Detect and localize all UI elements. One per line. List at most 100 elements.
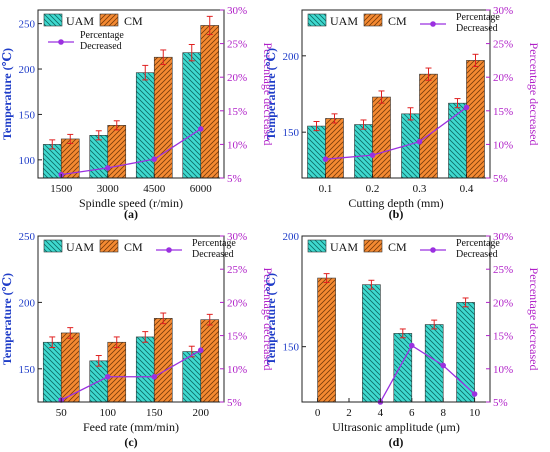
percent-point bbox=[408, 342, 415, 349]
y-axis-label: Temperature (℃) bbox=[0, 48, 14, 140]
x-axis-label: Spindle speed (r/min) bbox=[79, 196, 183, 210]
x-tick-label: 8 bbox=[440, 407, 446, 419]
y2-tick-label: 20% bbox=[493, 297, 513, 309]
panel-label: (b) bbox=[389, 207, 404, 221]
error-bar bbox=[142, 331, 149, 343]
legend-swatch-cm bbox=[363, 239, 383, 253]
cm-bar bbox=[325, 118, 344, 179]
y2-tick-label: 20% bbox=[493, 72, 513, 84]
error-bar bbox=[142, 64, 149, 81]
error-bar bbox=[368, 279, 375, 290]
legend-label-percent-2: Decreased bbox=[80, 41, 122, 52]
x-tick-label: 2 bbox=[346, 407, 352, 419]
y2-tick-label: 30% bbox=[493, 231, 513, 243]
cm-bar bbox=[419, 73, 438, 179]
error-bar bbox=[431, 319, 438, 330]
error-bar bbox=[407, 107, 414, 121]
x-axis-label: Ultrasonic amplitude (μm) bbox=[332, 420, 460, 434]
y-tick-label: 150 bbox=[283, 342, 300, 354]
legend-label-uam: UAM bbox=[66, 14, 94, 28]
uam-bar bbox=[135, 336, 155, 403]
legend-swatch-uam bbox=[43, 13, 63, 27]
x-tick-label: 0.4 bbox=[460, 183, 474, 195]
panel-label: (a) bbox=[124, 207, 138, 221]
y-tick-label: 200 bbox=[19, 64, 36, 76]
error-bar bbox=[323, 273, 330, 283]
y2-tick-label: 30% bbox=[227, 231, 247, 243]
legend-marker-percent bbox=[58, 39, 64, 45]
error-bar bbox=[399, 328, 406, 339]
legend-marker-percent bbox=[430, 21, 436, 27]
y2-tick-label: 25% bbox=[227, 264, 247, 276]
x-tick-label: 6000 bbox=[190, 183, 213, 195]
error-bar bbox=[188, 44, 195, 62]
legend-swatch-cm bbox=[99, 239, 119, 253]
y-axis-label: Temperature (℃) bbox=[264, 48, 278, 140]
x-axis-label: Cutting depth (mm) bbox=[348, 196, 443, 210]
error-bar bbox=[378, 90, 385, 104]
y2-tick-label: 25% bbox=[493, 264, 513, 276]
y2-tick-label: 25% bbox=[227, 39, 247, 51]
plot-frame bbox=[301, 235, 491, 403]
y2-tick-label: 10% bbox=[493, 364, 513, 376]
chart-panel: 150 200 5% 10% 15% 20% 25% 30% 0.1 0.2 0.3 0.4 Cutti… bbox=[264, 5, 541, 221]
percent-point bbox=[197, 347, 204, 354]
x-tick-label: 100 bbox=[100, 407, 117, 419]
y2-tick-label: 15% bbox=[493, 106, 513, 118]
x-tick-label: 150 bbox=[146, 407, 163, 419]
chart-panel: 100 150 200 250 5% 10% 15% 20% 25% 30% 1500 3000 450… bbox=[0, 5, 275, 221]
x-tick-label: 50 bbox=[56, 407, 68, 419]
legend-label-percent-1: Percentage bbox=[192, 238, 236, 249]
error-bar bbox=[360, 119, 367, 130]
plot-frame bbox=[37, 235, 225, 403]
y2-tick-label: 15% bbox=[493, 331, 513, 343]
y-tick-label: 200 bbox=[283, 231, 300, 243]
y-tick-label: 200 bbox=[19, 297, 36, 309]
x-tick-label: 0.1 bbox=[319, 183, 333, 195]
y-tick-label: 150 bbox=[19, 364, 36, 376]
uam-bar bbox=[354, 124, 373, 179]
error-bar bbox=[160, 49, 167, 65]
panel-label: (d) bbox=[389, 435, 404, 449]
y2-axis-label: Percentage decreased bbox=[527, 43, 541, 146]
error-bar bbox=[206, 15, 213, 36]
y-tick-label: 250 bbox=[19, 19, 36, 31]
x-tick-label: 4 bbox=[378, 407, 384, 419]
uam-bar bbox=[393, 333, 413, 403]
cm-bar bbox=[466, 60, 485, 179]
cm-bar bbox=[200, 25, 220, 179]
error-bar bbox=[95, 130, 102, 141]
plot-frame bbox=[301, 9, 491, 179]
y2-tick-label: 10% bbox=[227, 139, 247, 151]
percent-point bbox=[440, 362, 446, 369]
cm-bar bbox=[153, 318, 173, 403]
uam-bar bbox=[307, 125, 326, 179]
uam-bar bbox=[182, 52, 202, 179]
y-tick-label: 150 bbox=[19, 109, 36, 121]
legend-label-percent-1: Percentage bbox=[456, 238, 500, 249]
y2-tick-label: 5% bbox=[227, 173, 242, 185]
percent-point bbox=[151, 373, 158, 380]
legend-label-uam: UAM bbox=[330, 14, 358, 28]
y2-tick-label: 5% bbox=[493, 173, 508, 185]
error-bar bbox=[95, 355, 102, 367]
y-tick-label: 150 bbox=[283, 127, 300, 139]
y2-tick-label: 20% bbox=[227, 72, 247, 84]
legend-marker-percent bbox=[430, 247, 436, 253]
cm-bar bbox=[107, 341, 127, 403]
error-bar bbox=[472, 53, 479, 68]
legend-label-cm: CM bbox=[388, 14, 407, 28]
y2-tick-label: 10% bbox=[227, 364, 247, 376]
y2-tick-label: 20% bbox=[227, 297, 247, 309]
error-bar bbox=[454, 98, 461, 109]
x-tick-label: 0.2 bbox=[366, 183, 380, 195]
legend-swatch-uam bbox=[307, 13, 327, 27]
cm-bar bbox=[372, 96, 391, 179]
error-bar bbox=[313, 120, 320, 132]
legend-swatch-uam bbox=[307, 239, 327, 253]
cm-bar bbox=[317, 277, 336, 403]
y2-tick-label: 15% bbox=[227, 331, 247, 343]
error-bar bbox=[49, 336, 56, 349]
y-tick-label: 100 bbox=[19, 155, 36, 167]
